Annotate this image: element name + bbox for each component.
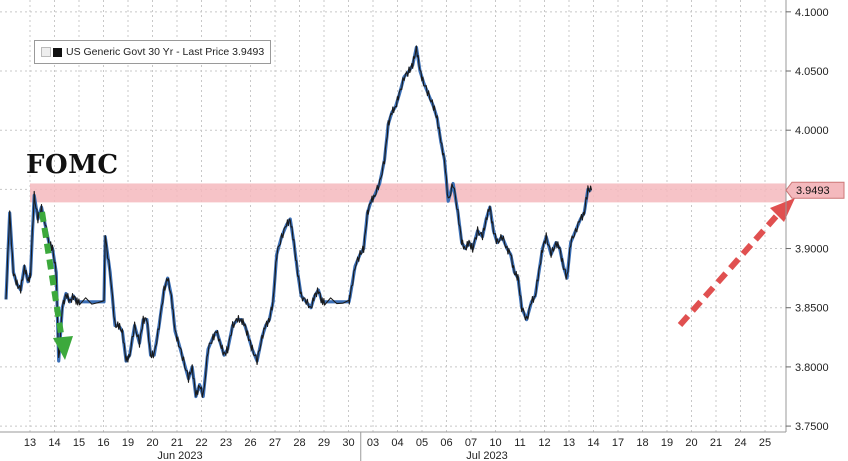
x-tick-label: 11: [514, 437, 525, 449]
y-axis: 4.10004.05004.00003.95003.90003.85003.80…: [785, 0, 845, 433]
series-line: [5, 45, 593, 398]
x-tick-label: 05: [416, 437, 428, 449]
x-tick-label: 24: [734, 437, 746, 449]
x-tick-label: 30: [342, 437, 354, 449]
series-line-shadow: [4, 45, 592, 399]
x-tick-label: 03: [367, 437, 379, 449]
down-arrow-head: [53, 336, 73, 360]
annotation-arrows: [39, 198, 795, 360]
fomc-band: [30, 183, 786, 203]
up-arrow: [677, 198, 795, 327]
up-arrow-shaft: [677, 210, 783, 327]
grid-lines: [0, 0, 786, 432]
x-tick-label: 22: [195, 437, 207, 449]
month-label: Jun 2023: [157, 450, 202, 461]
series-layer: [4, 45, 593, 399]
x-tick-label: 06: [440, 437, 452, 449]
legend-label: US Generic Govt 30 Yr - Last Price 3.949…: [66, 46, 265, 58]
down-arrow-shaft: [39, 211, 65, 341]
x-tick-label: 17: [612, 437, 624, 449]
y-tick-label: 4.0500: [795, 66, 829, 78]
legend: US Generic Govt 30 Yr - Last Price 3.949…: [34, 40, 272, 64]
x-tick-label: 07: [465, 437, 477, 449]
x-tick-label: 25: [759, 437, 771, 449]
month-label: Jul 2023: [466, 450, 508, 461]
x-tick-label: 20: [146, 437, 158, 449]
x-tick-label: 19: [661, 437, 673, 449]
x-tick-label: 04: [391, 437, 403, 449]
x-tick-label: 13: [563, 437, 575, 449]
x-tick-label: 21: [710, 437, 722, 449]
legend-swatch: [53, 47, 62, 57]
x-tick-label: 14: [48, 437, 60, 449]
y-tick-label: 3.8000: [795, 362, 829, 374]
y-tick-label: 3.7500: [795, 421, 829, 433]
x-tick-label: 20: [685, 437, 697, 449]
x-tick-label: 10: [489, 437, 501, 449]
y-tick-label: 3.8500: [795, 303, 829, 315]
x-tick-label: 15: [73, 437, 85, 449]
up-arrow-head: [770, 198, 795, 222]
x-tick-label: 14: [587, 437, 599, 449]
y-tick-label: 4.1000: [795, 7, 829, 19]
last-price-label: 3.9493: [796, 185, 830, 197]
y-tick-label: 4.0000: [795, 125, 829, 137]
x-axis: 13 14 15 16 19 20 21 22 23 26 27 28 29 30 03 04 05 06 07 10…: [0, 431, 786, 461]
x-tick-label: 12: [538, 437, 550, 449]
fomc-label: FOMC: [26, 150, 119, 180]
y-tick-label: 3.9000: [795, 244, 829, 256]
down-arrow: [39, 211, 73, 360]
x-tick-label: 19: [122, 437, 134, 449]
x-tick-label: 26: [244, 437, 256, 449]
last-price-tag: [785, 181, 845, 199]
x-tick-label: 16: [97, 437, 109, 449]
x-tick-label: 13: [24, 437, 36, 449]
x-tick-label: 27: [269, 437, 281, 449]
legend-swatch-outline: [41, 47, 51, 57]
x-tick-label: 21: [171, 437, 183, 449]
x-tick-label: 29: [318, 437, 330, 449]
x-tick-label: 18: [636, 437, 648, 449]
x-tick-label: 28: [293, 437, 305, 449]
x-tick-label: 23: [220, 437, 232, 449]
